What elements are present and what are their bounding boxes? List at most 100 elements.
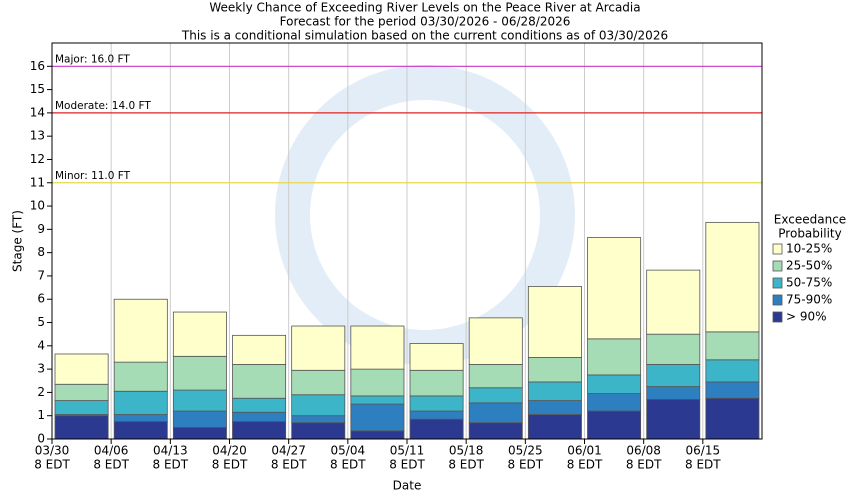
y-tick-label: 16 xyxy=(30,59,45,73)
bar-segment xyxy=(646,269,701,335)
bar-segment xyxy=(54,415,109,440)
x-tick-sublabel: 8 EDT xyxy=(567,458,603,472)
x-tick-label: 04/06 xyxy=(94,444,129,458)
bar-segment xyxy=(113,298,168,363)
threshold-label: Moderate: 14.0 FT xyxy=(55,100,151,112)
x-tick-sublabel: 8 EDT xyxy=(685,458,721,472)
legend-label: 50-75% xyxy=(786,276,832,290)
bar-segment xyxy=(232,397,287,413)
y-tick-label: 4 xyxy=(37,338,45,352)
threshold-label: Major: 16.0 FT xyxy=(55,53,130,65)
y-axis-label: Stage (FT) xyxy=(11,210,25,272)
bar-segment xyxy=(409,418,464,440)
legend-label: 75-90% xyxy=(786,293,832,307)
bar-segment xyxy=(291,325,346,371)
x-tick-label: 06/08 xyxy=(626,444,661,458)
bar-segment xyxy=(350,368,405,397)
bar-segment xyxy=(54,353,109,385)
x-tick-label: 05/18 xyxy=(449,444,484,458)
bar-segment xyxy=(527,414,582,440)
x-tick-label: 06/01 xyxy=(567,444,602,458)
bar-segment xyxy=(527,400,582,415)
bar-segment xyxy=(527,286,582,358)
bar-segment xyxy=(54,383,109,401)
bar-segment xyxy=(232,334,287,365)
x-tick-label: 05/25 xyxy=(508,444,543,458)
bar-segment xyxy=(587,237,642,340)
bar-segment xyxy=(409,395,464,412)
x-tick-sublabel: 8 EDT xyxy=(626,458,662,472)
threshold-label: Minor: 11.0 FT xyxy=(55,170,131,182)
bar-segment xyxy=(350,395,405,405)
x-tick-sublabel: 8 EDT xyxy=(212,458,248,472)
bar-segment xyxy=(291,415,346,424)
x-tick-sublabel: 8 EDT xyxy=(389,458,425,472)
bar-segment xyxy=(291,394,346,417)
y-tick-label: 0 xyxy=(37,432,45,446)
bar-segment xyxy=(172,311,227,357)
y-tick-label: 11 xyxy=(30,175,45,189)
bar-segment xyxy=(705,359,760,383)
bar-segment xyxy=(232,421,287,440)
bar-segment xyxy=(232,411,287,422)
bar-segment xyxy=(291,422,346,440)
bar-segment xyxy=(587,338,642,376)
legend-label: 10-25% xyxy=(786,242,832,256)
y-tick-label: 10 xyxy=(30,199,45,213)
y-tick-label: 6 xyxy=(37,292,45,306)
x-tick-label: 04/20 xyxy=(212,444,247,458)
bar-segment xyxy=(113,390,168,415)
y-tick-label: 14 xyxy=(30,105,45,119)
bar-segment xyxy=(113,361,168,392)
bar-segment xyxy=(646,364,701,387)
x-axis-label: Date xyxy=(393,479,422,493)
bar-segment xyxy=(113,414,168,422)
y-tick-label: 12 xyxy=(30,152,45,166)
x-tick-sublabel: 8 EDT xyxy=(448,458,484,472)
bar-segment xyxy=(409,410,464,420)
x-tick-sublabel: 8 EDT xyxy=(508,458,544,472)
y-tick-label: 15 xyxy=(30,82,45,96)
bar-segment xyxy=(527,357,582,383)
bar-segment xyxy=(409,343,464,371)
x-tick-sublabel: 8 EDT xyxy=(93,458,129,472)
bar-segment xyxy=(409,369,464,397)
y-tick-label: 7 xyxy=(37,268,45,282)
bar-segment xyxy=(172,410,227,428)
legend-label: 25-50% xyxy=(786,259,832,273)
bar-segment xyxy=(587,410,642,440)
x-tick-label: 05/11 xyxy=(390,444,425,458)
x-tick-label: 04/13 xyxy=(153,444,188,458)
bar-segment xyxy=(468,364,523,389)
y-tick-label: 9 xyxy=(37,222,45,236)
y-tick-label: 13 xyxy=(30,129,45,143)
bar-segment xyxy=(705,331,760,361)
bar-segment xyxy=(172,389,227,412)
x-tick-label: 05/04 xyxy=(331,444,366,458)
legend-swatch xyxy=(772,260,783,272)
bar-segment xyxy=(350,430,405,440)
x-tick-sublabel: 8 EDT xyxy=(34,458,70,472)
y-tick-label: 8 xyxy=(37,245,45,259)
legend-title: Probability xyxy=(778,227,841,241)
x-tick-sublabel: 8 EDT xyxy=(271,458,307,472)
bar-segment xyxy=(587,393,642,412)
y-tick-label: 3 xyxy=(37,362,45,376)
watermark xyxy=(275,65,575,365)
y-tick-label: 5 xyxy=(37,315,45,329)
bar-segment xyxy=(646,398,701,440)
chart-subtitle: This is a conditional simulation based o… xyxy=(181,29,668,43)
y-tick-label: 2 xyxy=(37,385,45,399)
bar-segment xyxy=(468,402,523,424)
bar-segment xyxy=(172,426,227,440)
legend-swatch xyxy=(772,294,783,306)
bar-segment xyxy=(646,386,701,400)
legend-title: Exceedance xyxy=(774,213,846,227)
x-tick-label: 06/15 xyxy=(686,444,721,458)
bar-segment xyxy=(705,397,760,440)
bar-segment xyxy=(468,317,523,365)
chart-title: Weekly Chance of Exceeding River Levels … xyxy=(209,1,640,15)
chart-subtitle: Forecast for the period 03/30/2026 - 06/… xyxy=(280,15,571,29)
legend-swatch xyxy=(772,311,783,323)
